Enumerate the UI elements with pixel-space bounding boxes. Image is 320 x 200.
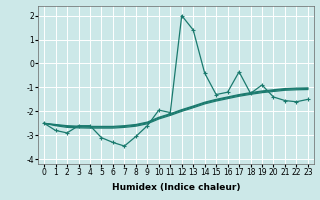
X-axis label: Humidex (Indice chaleur): Humidex (Indice chaleur) — [112, 183, 240, 192]
